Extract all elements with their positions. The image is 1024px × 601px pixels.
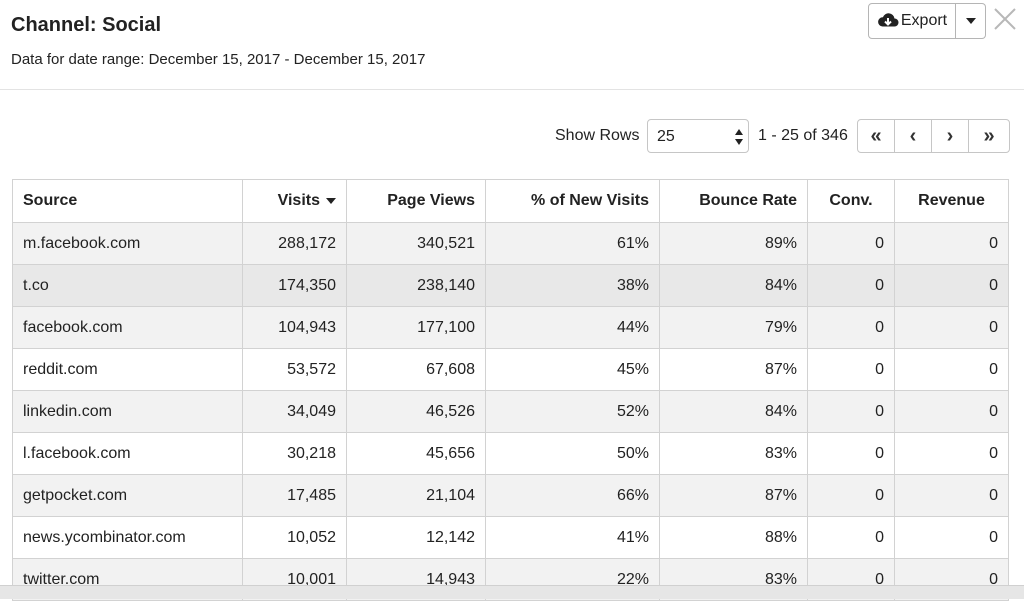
cell-conv: 0 — [807, 390, 895, 433]
table-row[interactable]: reddit.com 53,572 67,608 45% 87% 0 0 — [12, 348, 1009, 391]
cell-source[interactable]: news.ycombinator.com — [12, 516, 243, 559]
export-button[interactable]: Export — [868, 3, 956, 39]
cell-revenue: 0 — [894, 222, 1009, 265]
next-page-button[interactable]: › — [931, 119, 969, 153]
cell-revenue: 0 — [894, 264, 1009, 307]
cell-conv: 0 — [807, 348, 895, 391]
cell-bounce-rate: 84% — [659, 390, 808, 433]
cell-revenue: 0 — [894, 516, 1009, 559]
cell-page-views: 45,656 — [346, 432, 486, 475]
cell-conv: 0 — [807, 474, 895, 517]
pagination-range: 1 - 25 of 346 — [758, 127, 848, 144]
cell-visits: 30,218 — [242, 432, 347, 475]
cell-new-visits: 44% — [485, 306, 660, 349]
export-label: Export — [900, 12, 948, 29]
cell-bounce-rate: 87% — [659, 474, 808, 517]
cell-conv: 0 — [807, 306, 895, 349]
cell-page-views: 238,140 — [346, 264, 486, 307]
table-row[interactable]: getpocket.com 17,485 21,104 66% 87% 0 0 — [12, 474, 1009, 517]
cell-revenue: 0 — [894, 474, 1009, 517]
rows-per-page-select[interactable]: 25 — [647, 119, 749, 153]
cell-revenue: 0 — [894, 432, 1009, 475]
cell-revenue: 0 — [894, 348, 1009, 391]
cell-page-views: 46,526 — [346, 390, 486, 433]
column-header-source[interactable]: Source — [12, 179, 243, 223]
column-header-page-views[interactable]: Page Views — [346, 179, 486, 223]
cell-visits: 10,052 — [242, 516, 347, 559]
cell-conv: 0 — [807, 264, 895, 307]
cell-new-visits: 45% — [485, 348, 660, 391]
sources-table: Source Visits Page Views % of New Visits… — [12, 179, 1009, 601]
cloud-download-icon — [877, 13, 899, 27]
cell-page-views: 340,521 — [346, 222, 486, 265]
cell-conv: 0 — [807, 432, 895, 475]
cell-new-visits: 50% — [485, 432, 660, 475]
table-header-row: Source Visits Page Views % of New Visits… — [12, 179, 1009, 223]
table-controls: Show Rows 25 1 - 25 of 346 « ‹ › » — [0, 119, 1024, 153]
table-row[interactable]: m.facebook.com 288,172 340,521 61% 89% 0 0 — [12, 222, 1009, 265]
cell-revenue: 0 — [894, 306, 1009, 349]
cell-new-visits: 61% — [485, 222, 660, 265]
cell-bounce-rate: 87% — [659, 348, 808, 391]
column-header-visits[interactable]: Visits — [242, 179, 347, 223]
cell-source[interactable]: getpocket.com — [12, 474, 243, 517]
cell-source[interactable]: facebook.com — [12, 306, 243, 349]
cell-visits: 34,049 — [242, 390, 347, 433]
first-page-button[interactable]: « — [857, 119, 895, 153]
show-rows-label: Show Rows — [555, 127, 640, 144]
date-range-subtitle: Data for date range: December 15, 2017 -… — [11, 51, 426, 68]
select-arrows-icon — [735, 129, 743, 145]
column-header-bounce-rate[interactable]: Bounce Rate — [659, 179, 808, 223]
rows-per-page-value: 25 — [657, 128, 675, 145]
cell-source[interactable]: m.facebook.com — [12, 222, 243, 265]
cell-page-views: 177,100 — [346, 306, 486, 349]
column-header-new-visits[interactable]: % of New Visits — [485, 179, 660, 223]
cell-visits: 288,172 — [242, 222, 347, 265]
column-header-conv[interactable]: Conv. — [807, 179, 895, 223]
cell-conv: 0 — [807, 516, 895, 559]
table-row[interactable]: news.ycombinator.com 10,052 12,142 41% 88% 0 0 — [12, 516, 1009, 559]
cell-bounce-rate: 83% — [659, 432, 808, 475]
horizontal-scrollbar[interactable] — [0, 585, 1024, 599]
cell-bounce-rate: 89% — [659, 222, 808, 265]
table-row[interactable]: l.facebook.com 30,218 45,656 50% 83% 0 0 — [12, 432, 1009, 475]
cell-visits: 53,572 — [242, 348, 347, 391]
table-row[interactable]: linkedin.com 34,049 46,526 52% 84% 0 0 — [12, 390, 1009, 433]
cell-revenue: 0 — [894, 390, 1009, 433]
cell-page-views: 21,104 — [346, 474, 486, 517]
cell-bounce-rate: 88% — [659, 516, 808, 559]
last-page-button[interactable]: » — [968, 119, 1010, 153]
cell-conv: 0 — [807, 222, 895, 265]
cell-page-views: 12,142 — [346, 516, 486, 559]
export-button-group: Export — [868, 3, 986, 39]
cell-page-views: 67,608 — [346, 348, 486, 391]
cell-bounce-rate: 84% — [659, 264, 808, 307]
cell-visits: 17,485 — [242, 474, 347, 517]
cell-new-visits: 66% — [485, 474, 660, 517]
pagination: « ‹ › » — [857, 119, 1010, 153]
cell-bounce-rate: 79% — [659, 306, 808, 349]
export-dropdown-toggle[interactable] — [956, 3, 986, 39]
cell-source[interactable]: linkedin.com — [12, 390, 243, 433]
cell-source[interactable]: t.co — [12, 264, 243, 307]
table-row[interactable]: t.co 174,350 238,140 38% 84% 0 0 — [12, 264, 1009, 307]
column-header-revenue[interactable]: Revenue — [894, 179, 1009, 223]
close-icon[interactable] — [991, 5, 1019, 33]
modal-header: Channel: Social Data for date range: Dec… — [0, 0, 1024, 90]
chevron-down-icon — [965, 18, 976, 24]
cell-visits: 104,943 — [242, 306, 347, 349]
cell-new-visits: 38% — [485, 264, 660, 307]
cell-visits: 174,350 — [242, 264, 347, 307]
cell-source[interactable]: reddit.com — [12, 348, 243, 391]
sort-descending-icon — [326, 197, 336, 204]
cell-new-visits: 52% — [485, 390, 660, 433]
cell-source[interactable]: l.facebook.com — [12, 432, 243, 475]
table-row[interactable]: facebook.com 104,943 177,100 44% 79% 0 0 — [12, 306, 1009, 349]
prev-page-button[interactable]: ‹ — [894, 119, 932, 153]
cell-new-visits: 41% — [485, 516, 660, 559]
page-title: Channel: Social — [11, 14, 162, 36]
